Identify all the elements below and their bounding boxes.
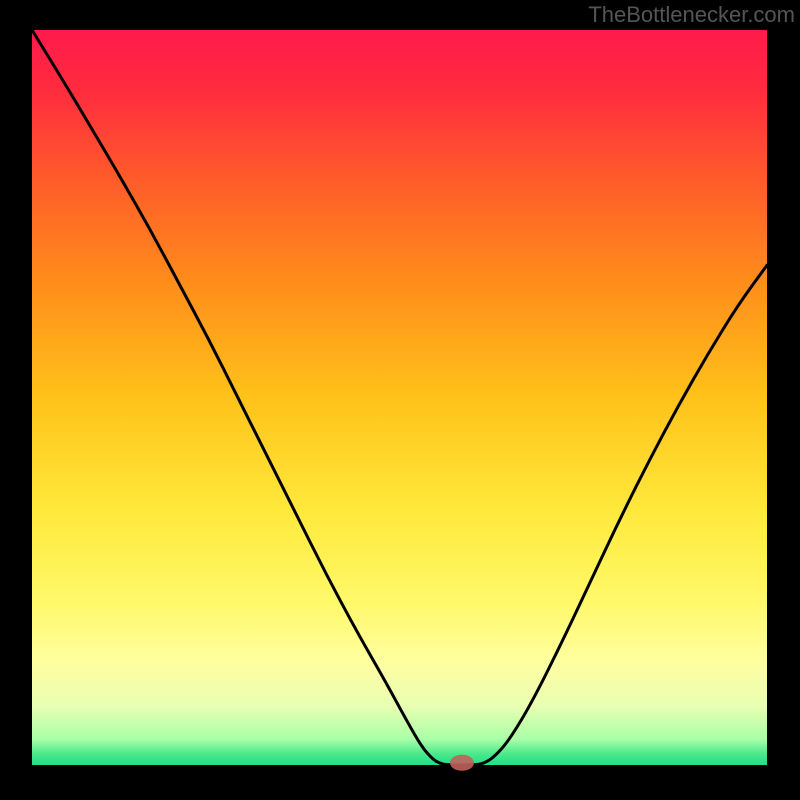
attribution-text: TheBottlenecker.com bbox=[588, 2, 795, 27]
chart-plot-area bbox=[32, 30, 767, 765]
bottleneck-chart: TheBottlenecker.com bbox=[0, 0, 800, 800]
optimal-marker bbox=[450, 755, 474, 771]
